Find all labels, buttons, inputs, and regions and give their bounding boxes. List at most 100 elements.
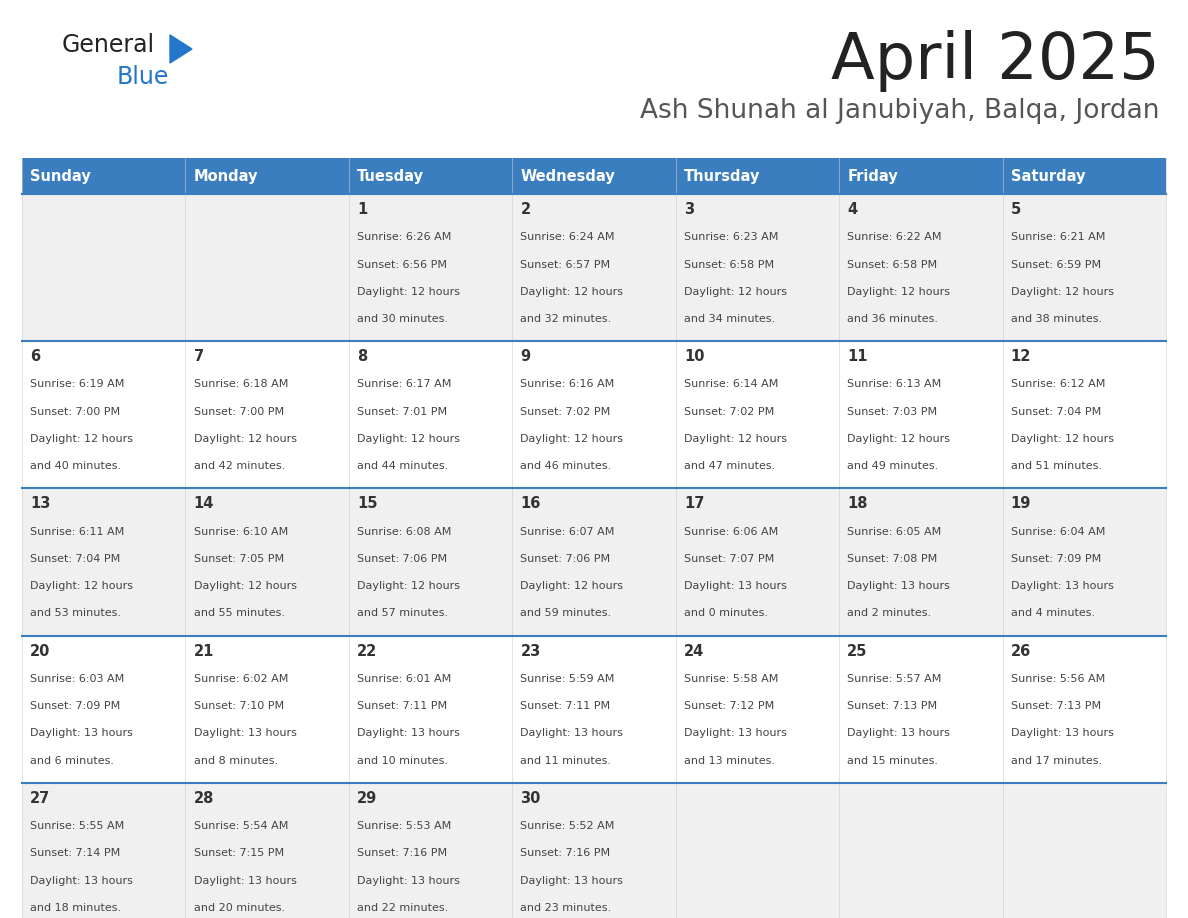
Text: and 13 minutes.: and 13 minutes. — [684, 756, 775, 766]
Text: Daylight: 13 hours: Daylight: 13 hours — [194, 876, 297, 886]
Text: 20: 20 — [30, 644, 51, 658]
Bar — [676, 194, 839, 341]
Bar — [349, 635, 512, 783]
Text: Sunset: 7:10 PM: Sunset: 7:10 PM — [194, 701, 284, 711]
Text: Sunset: 7:03 PM: Sunset: 7:03 PM — [847, 407, 937, 417]
Text: and 32 minutes.: and 32 minutes. — [520, 314, 612, 324]
Bar — [839, 635, 1003, 783]
Bar — [1003, 194, 1165, 341]
Text: Daylight: 12 hours: Daylight: 12 hours — [520, 434, 624, 444]
Polygon shape — [170, 35, 192, 63]
Text: Sunset: 6:58 PM: Sunset: 6:58 PM — [847, 260, 937, 270]
Text: Daylight: 12 hours: Daylight: 12 hours — [520, 286, 624, 297]
Text: Daylight: 12 hours: Daylight: 12 hours — [1011, 434, 1113, 444]
Text: Friday: Friday — [847, 169, 898, 184]
Bar — [349, 341, 512, 488]
Text: and 17 minutes.: and 17 minutes. — [1011, 756, 1101, 766]
Text: 10: 10 — [684, 349, 704, 364]
Text: and 47 minutes.: and 47 minutes. — [684, 461, 775, 471]
Text: 13: 13 — [30, 497, 51, 511]
Text: Sunset: 7:11 PM: Sunset: 7:11 PM — [520, 701, 611, 711]
Text: 1: 1 — [358, 202, 367, 217]
Text: Sunset: 7:16 PM: Sunset: 7:16 PM — [520, 848, 611, 858]
Text: 29: 29 — [358, 790, 378, 806]
Text: Sunset: 7:02 PM: Sunset: 7:02 PM — [684, 407, 775, 417]
Text: Sunset: 7:05 PM: Sunset: 7:05 PM — [194, 554, 284, 564]
Text: Sunrise: 5:52 AM: Sunrise: 5:52 AM — [520, 821, 615, 831]
Text: 8: 8 — [358, 349, 367, 364]
Text: 5: 5 — [1011, 202, 1020, 217]
Text: Daylight: 12 hours: Daylight: 12 hours — [1011, 286, 1113, 297]
Text: 9: 9 — [520, 349, 531, 364]
Text: Wednesday: Wednesday — [520, 169, 615, 184]
Text: Sunset: 6:56 PM: Sunset: 6:56 PM — [358, 260, 447, 270]
Text: Sunrise: 6:13 AM: Sunrise: 6:13 AM — [847, 379, 942, 389]
Bar — [676, 341, 839, 488]
Text: Sunset: 7:09 PM: Sunset: 7:09 PM — [1011, 554, 1101, 564]
Text: Sunset: 7:00 PM: Sunset: 7:00 PM — [194, 407, 284, 417]
Text: 22: 22 — [358, 644, 378, 658]
Text: 27: 27 — [30, 790, 50, 806]
Bar — [349, 488, 512, 635]
Text: Daylight: 12 hours: Daylight: 12 hours — [684, 286, 786, 297]
Text: and 34 minutes.: and 34 minutes. — [684, 314, 775, 324]
Text: 7: 7 — [194, 349, 203, 364]
Text: and 49 minutes.: and 49 minutes. — [847, 461, 939, 471]
Bar — [1003, 341, 1165, 488]
Text: Sunrise: 6:12 AM: Sunrise: 6:12 AM — [1011, 379, 1105, 389]
Bar — [185, 783, 349, 918]
Text: Sunset: 6:59 PM: Sunset: 6:59 PM — [1011, 260, 1101, 270]
Text: Daylight: 13 hours: Daylight: 13 hours — [684, 728, 786, 738]
Text: 24: 24 — [684, 644, 704, 658]
Text: Tuesday: Tuesday — [358, 169, 424, 184]
Text: Sunset: 7:09 PM: Sunset: 7:09 PM — [30, 701, 120, 711]
Text: Daylight: 13 hours: Daylight: 13 hours — [847, 581, 950, 591]
Text: Monday: Monday — [194, 169, 258, 184]
Text: Sunset: 7:15 PM: Sunset: 7:15 PM — [194, 848, 284, 858]
Text: 30: 30 — [520, 790, 541, 806]
Text: Sunset: 7:16 PM: Sunset: 7:16 PM — [358, 848, 447, 858]
Text: Daylight: 13 hours: Daylight: 13 hours — [194, 728, 297, 738]
Text: Sunrise: 6:16 AM: Sunrise: 6:16 AM — [520, 379, 614, 389]
Text: Sunrise: 5:57 AM: Sunrise: 5:57 AM — [847, 674, 942, 684]
Bar — [23, 158, 185, 194]
Text: and 30 minutes.: and 30 minutes. — [358, 314, 448, 324]
Text: and 10 minutes.: and 10 minutes. — [358, 756, 448, 766]
Text: Thursday: Thursday — [684, 169, 760, 184]
Text: Sunrise: 6:18 AM: Sunrise: 6:18 AM — [194, 379, 287, 389]
Text: Sunset: 7:01 PM: Sunset: 7:01 PM — [358, 407, 447, 417]
Text: and 38 minutes.: and 38 minutes. — [1011, 314, 1101, 324]
Text: Ash Shunah al Janubiyah, Balqa, Jordan: Ash Shunah al Janubiyah, Balqa, Jordan — [640, 98, 1159, 124]
Text: Sunrise: 6:17 AM: Sunrise: 6:17 AM — [358, 379, 451, 389]
Text: Daylight: 13 hours: Daylight: 13 hours — [30, 876, 133, 886]
Bar — [1003, 635, 1165, 783]
Text: Sunrise: 6:10 AM: Sunrise: 6:10 AM — [194, 527, 287, 537]
Text: Sunset: 7:04 PM: Sunset: 7:04 PM — [1011, 407, 1101, 417]
Text: Sunset: 7:11 PM: Sunset: 7:11 PM — [358, 701, 447, 711]
Text: Sunset: 7:02 PM: Sunset: 7:02 PM — [520, 407, 611, 417]
Bar — [676, 158, 839, 194]
Bar — [512, 488, 676, 635]
Text: and 8 minutes.: and 8 minutes. — [194, 756, 278, 766]
Text: Sunrise: 6:11 AM: Sunrise: 6:11 AM — [30, 527, 125, 537]
Text: and 59 minutes.: and 59 minutes. — [520, 609, 612, 619]
Bar — [23, 783, 185, 918]
Text: 6: 6 — [30, 349, 40, 364]
Bar — [1003, 783, 1165, 918]
Bar — [23, 341, 185, 488]
Text: Sunset: 7:06 PM: Sunset: 7:06 PM — [358, 554, 447, 564]
Text: Daylight: 12 hours: Daylight: 12 hours — [684, 434, 786, 444]
Text: Sunrise: 6:22 AM: Sunrise: 6:22 AM — [847, 232, 942, 242]
Text: Sunrise: 6:07 AM: Sunrise: 6:07 AM — [520, 527, 615, 537]
Text: Sunrise: 5:54 AM: Sunrise: 5:54 AM — [194, 821, 287, 831]
Bar — [185, 341, 349, 488]
Bar — [23, 488, 185, 635]
Bar — [512, 635, 676, 783]
Text: Sunset: 7:13 PM: Sunset: 7:13 PM — [1011, 701, 1101, 711]
Text: 28: 28 — [194, 790, 214, 806]
Text: 3: 3 — [684, 202, 694, 217]
Text: Sunrise: 6:03 AM: Sunrise: 6:03 AM — [30, 674, 125, 684]
Text: Sunrise: 6:04 AM: Sunrise: 6:04 AM — [1011, 527, 1105, 537]
Text: 18: 18 — [847, 497, 867, 511]
Text: Daylight: 13 hours: Daylight: 13 hours — [520, 876, 624, 886]
